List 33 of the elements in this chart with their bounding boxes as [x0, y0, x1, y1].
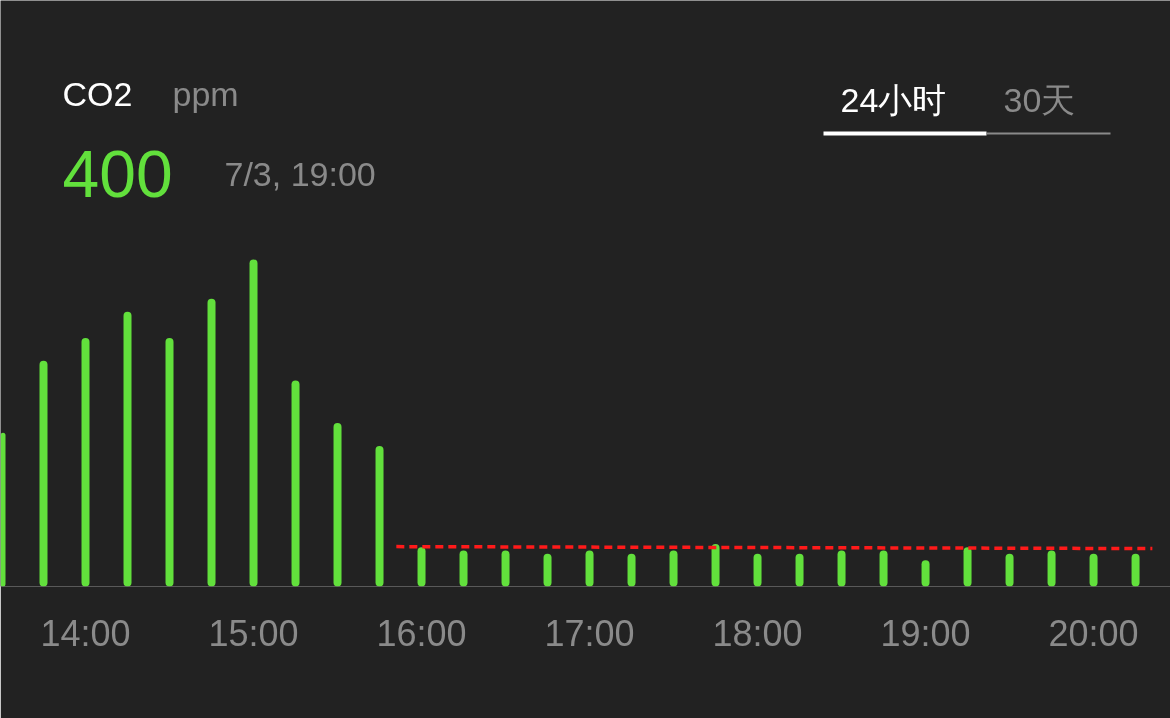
- bar: [207, 298, 216, 587]
- bar: [585, 550, 594, 587]
- bar: [963, 547, 972, 587]
- bar: [1131, 553, 1140, 587]
- bar: [375, 445, 384, 587]
- bar: [1047, 550, 1056, 587]
- bar: [249, 259, 258, 587]
- x-tick-label: 19:00: [880, 612, 971, 654]
- bar: [39, 360, 48, 587]
- bar: [459, 550, 468, 587]
- chart-title: CO2: [62, 74, 133, 113]
- bar: [333, 423, 342, 587]
- x-tick-label: 20:00: [1048, 612, 1139, 654]
- text: 30天: [1003, 80, 1076, 119]
- x-tick-label: 14:00: [40, 612, 131, 654]
- text: 7/3, 19:00: [224, 154, 376, 193]
- x-tick-label: 15:00: [208, 612, 299, 654]
- bar: [81, 337, 90, 587]
- bar: [711, 543, 720, 587]
- bar: [165, 337, 174, 587]
- bar: [669, 550, 678, 587]
- bar: [879, 550, 888, 587]
- bar: [501, 550, 510, 587]
- bar: [123, 311, 132, 587]
- text: 400: [62, 136, 173, 211]
- x-tick-label: 16:00: [376, 612, 467, 654]
- x-tick-label: 18:00: [712, 612, 803, 654]
- bar: [417, 547, 426, 587]
- text: 24小时: [840, 80, 947, 119]
- bar: [291, 380, 300, 587]
- x-tick-label: 17:00: [544, 612, 635, 654]
- chart-subtitle: ppm: [172, 74, 239, 113]
- bar: [837, 550, 846, 587]
